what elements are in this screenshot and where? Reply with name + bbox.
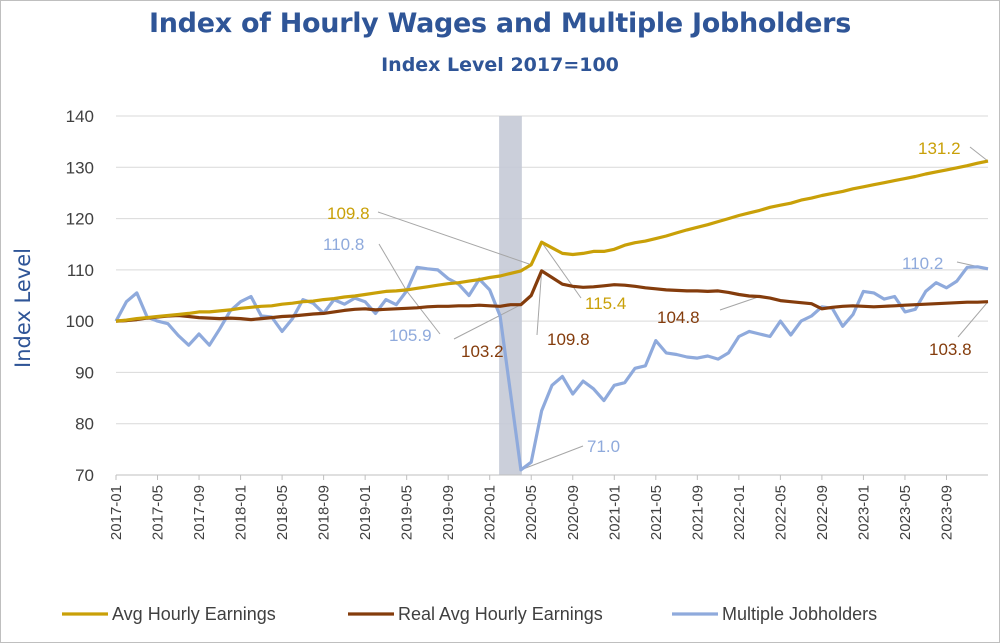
data-label: 105.9 <box>389 326 432 345</box>
x-tick-label: 2021-05 <box>648 485 665 540</box>
gridlines <box>116 115 988 476</box>
legend-label: Avg Hourly Earnings <box>112 604 276 624</box>
annotation-leader <box>378 243 408 292</box>
data-label: 103.2 <box>461 342 504 361</box>
x-tick-label: 2022-01 <box>731 485 748 540</box>
x-tick-label: 2019-01 <box>357 485 374 540</box>
data-label: 103.8 <box>929 340 972 359</box>
data-labels: 109.8 115.4 131.2 103.2 109.8 104.8 103.8 110.8… <box>323 139 972 456</box>
x-tick-label: 2022-05 <box>772 485 789 540</box>
annotation-leader <box>536 270 543 336</box>
series-line-avg-hourly-earnings <box>115 159 989 323</box>
y-axis: 70 80 90 100 110 120 130 140 <box>66 107 94 485</box>
data-label: 109.8 <box>547 330 590 349</box>
y-tick-label: 110 <box>67 261 94 280</box>
annotation-leader <box>406 290 441 335</box>
x-tick-label: 2023-01 <box>855 485 872 540</box>
recession-shading <box>499 116 522 475</box>
series-lines <box>114 159 989 472</box>
x-tick-label: 2019-05 <box>399 485 416 540</box>
x-tick-label: 2017-01 <box>108 485 125 540</box>
x-tick-label: 2023-05 <box>897 485 914 540</box>
chart-title: Index of Hourly Wages and Multiple Jobho… <box>149 8 851 39</box>
legend-label: Real Avg Hourly Earnings <box>398 604 603 624</box>
legend-label: Multiple Jobholders <box>722 604 877 624</box>
data-label: 109.8 <box>327 204 370 223</box>
y-axis-label: Index Level <box>11 248 35 368</box>
x-tick-label: 2020-05 <box>523 485 540 540</box>
x-axis: 2017-01 2017-05 2017-09 2018-01 2018-05 2018-… <box>108 474 988 540</box>
y-tick-label: 100 <box>66 312 94 331</box>
annotation-leader <box>520 445 584 471</box>
y-tick-label: 80 <box>75 415 94 434</box>
data-label: 110.8 <box>323 235 364 254</box>
annotation-leader <box>377 211 532 266</box>
x-tick-label: 2022-09 <box>814 485 831 540</box>
series-line-real-avg-hourly-earnings <box>115 269 989 323</box>
data-label: 115.4 <box>585 294 626 313</box>
x-tick-label: 2018-05 <box>274 485 291 540</box>
data-label: 71.0 <box>587 437 620 456</box>
x-tick-label: 2023-09 <box>938 485 955 540</box>
y-tick-label: 120 <box>66 210 94 229</box>
annotation-leader <box>957 301 989 338</box>
annotation-leader <box>541 241 582 299</box>
x-tick-label: 2021-01 <box>606 485 623 540</box>
x-tick-label: 2020-01 <box>482 485 499 540</box>
x-tick-label: 2017-05 <box>150 485 167 540</box>
y-tick-label: 70 <box>75 466 94 485</box>
annotation-leader <box>969 146 989 162</box>
x-tick-label: 2018-01 <box>233 485 250 540</box>
x-tick-label: 2021-09 <box>689 485 706 540</box>
series-line-multiple-jobholders <box>114 265 989 472</box>
annotation-leader <box>719 296 760 311</box>
recession-shading-layer <box>499 116 522 475</box>
y-tick-label: 90 <box>75 363 94 382</box>
data-label: 104.8 <box>657 308 700 327</box>
annotation-leader <box>453 304 522 340</box>
y-tick-label: 140 <box>66 107 94 126</box>
legend: Avg Hourly Earnings Real Avg Hourly Earni… <box>62 604 877 624</box>
data-label: 110.2 <box>902 254 943 273</box>
x-tick-label: 2018-09 <box>316 485 333 540</box>
chart-subtitle: Index Level 2017=100 <box>381 54 619 76</box>
x-tick-label: 2020-09 <box>565 485 582 540</box>
x-tick-label: 2017-09 <box>191 485 208 540</box>
y-tick-label: 130 <box>66 158 94 177</box>
data-label: 131.2 <box>918 139 961 158</box>
x-tick-label: 2019-09 <box>440 485 457 540</box>
